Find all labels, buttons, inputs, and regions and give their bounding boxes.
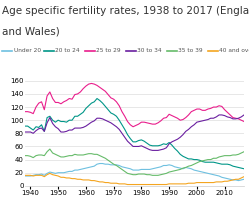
- Line: 40 and over: 40 and over: [25, 173, 244, 185]
- Under 20: [157, 166, 160, 169]
- 35 to 39: [48, 148, 51, 150]
- 35 to 39: [170, 170, 173, 173]
- 40 and over: [243, 175, 246, 178]
- 40 and over: [170, 183, 173, 185]
- Under 20: [168, 164, 171, 166]
- 20 to 24: [157, 145, 160, 147]
- 40 and over: [223, 180, 226, 182]
- Text: 20 to 24: 20 to 24: [55, 48, 79, 53]
- 30 to 34: [121, 132, 124, 135]
- Text: 25 to 29: 25 to 29: [96, 48, 121, 53]
- 35 to 39: [243, 150, 246, 153]
- 30 to 34: [176, 138, 179, 140]
- Line: 25 to 29: 25 to 29: [25, 83, 244, 127]
- Line: 20 to 24: 20 to 24: [25, 99, 244, 169]
- Text: 40 and over: 40 and over: [219, 48, 249, 53]
- 20 to 24: [243, 168, 246, 170]
- 35 to 39: [162, 173, 165, 175]
- Under 20: [23, 175, 26, 177]
- 25 to 29: [170, 114, 173, 117]
- 25 to 29: [123, 115, 126, 118]
- Text: 30 to 34: 30 to 34: [137, 48, 162, 53]
- 20 to 24: [123, 128, 126, 131]
- 20 to 24: [220, 163, 223, 165]
- 30 to 34: [159, 148, 162, 151]
- Text: 35 to 39: 35 to 39: [178, 48, 203, 53]
- 25 to 29: [179, 119, 182, 121]
- 40 and over: [159, 183, 162, 186]
- 25 to 29: [23, 110, 26, 113]
- 30 to 34: [157, 149, 160, 152]
- 40 and over: [179, 183, 182, 185]
- 25 to 29: [243, 120, 246, 123]
- 20 to 24: [159, 144, 162, 146]
- 35 to 39: [151, 174, 154, 177]
- Line: 30 to 34: 30 to 34: [25, 115, 244, 150]
- Under 20: [243, 178, 246, 181]
- Under 20: [159, 166, 162, 168]
- 20 to 24: [176, 150, 179, 152]
- Text: Age specific fertility rates, 1938 to 2017 (England: Age specific fertility rates, 1938 to 20…: [2, 6, 249, 16]
- 40 and over: [48, 172, 51, 175]
- 35 to 39: [179, 168, 182, 171]
- Line: 35 to 39: 35 to 39: [25, 149, 244, 175]
- 25 to 29: [159, 120, 162, 122]
- 40 and over: [126, 183, 129, 186]
- Text: and Wales): and Wales): [2, 26, 60, 36]
- 35 to 39: [123, 170, 126, 173]
- 35 to 39: [23, 154, 26, 157]
- 20 to 24: [96, 97, 99, 100]
- 35 to 39: [223, 154, 226, 157]
- 30 to 34: [168, 143, 171, 145]
- Under 20: [98, 162, 101, 165]
- Under 20: [123, 166, 126, 169]
- 25 to 29: [223, 108, 226, 111]
- Under 20: [220, 176, 223, 179]
- Line: Under 20: Under 20: [25, 164, 244, 181]
- 25 to 29: [131, 125, 134, 128]
- 40 and over: [162, 183, 165, 186]
- 30 to 34: [243, 114, 246, 116]
- 40 and over: [123, 183, 126, 185]
- 25 to 29: [162, 117, 165, 119]
- Under 20: [176, 166, 179, 169]
- 30 to 34: [223, 114, 226, 117]
- Under 20: [237, 179, 240, 182]
- 20 to 24: [23, 125, 26, 127]
- 20 to 24: [168, 141, 171, 144]
- 40 and over: [23, 174, 26, 177]
- 25 to 29: [90, 82, 93, 85]
- 30 to 34: [23, 131, 26, 133]
- 35 to 39: [159, 174, 162, 176]
- 30 to 34: [151, 149, 154, 152]
- 30 to 34: [218, 114, 221, 116]
- Text: Under 20: Under 20: [14, 48, 41, 53]
